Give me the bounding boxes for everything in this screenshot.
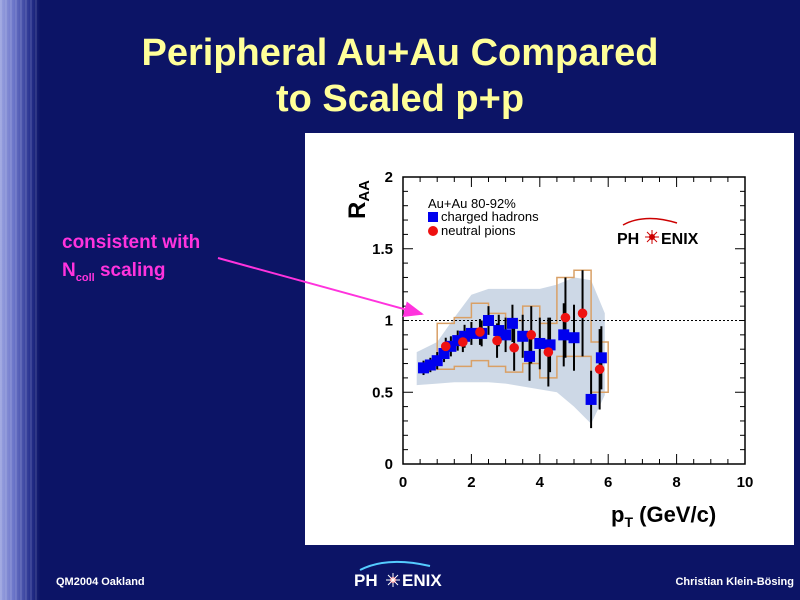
neutral-pion-point	[458, 337, 468, 347]
plot-panel: 0 2 4 6 8 10 0 0.5 1 1.5 2 RAA pT (GeV/c) Au+Au 8…	[305, 133, 794, 545]
x-tick-label: 2	[467, 474, 475, 491]
x-tick-label: 6	[604, 474, 612, 491]
charged-hadron-point	[418, 362, 430, 374]
charged-hadron-point	[445, 340, 457, 352]
charged-hadron-point	[452, 335, 464, 347]
neutral-pion-point	[440, 341, 451, 352]
charged-hadron-point	[568, 332, 580, 344]
y-tick-label: 1	[385, 313, 393, 330]
phenix-footer-logo: PH ENIX	[354, 560, 442, 590]
x-axis-label: pT (GeV/c)	[611, 502, 716, 530]
neutral-pion-point	[543, 347, 554, 357]
footer-star-icon	[386, 573, 400, 587]
legend-label-charged-hadrons: charged hadrons	[441, 209, 539, 224]
footer-logo-wing-icon	[359, 560, 431, 571]
x-tick-label: 4	[536, 474, 545, 491]
charged-hadron-point	[524, 350, 536, 362]
neutral-pion-point	[560, 312, 571, 323]
x-tick-label: 0	[399, 474, 407, 491]
annotation-callout: consistent with Ncoll scaling	[62, 229, 200, 292]
footer-author: Christian Klein-Bösing	[675, 576, 794, 588]
charged-hadron-point	[558, 329, 570, 341]
neutral-pion-point	[577, 308, 588, 319]
charged-hadron-point	[493, 325, 505, 337]
logo-right-text: ENIX	[661, 231, 699, 248]
phenix-logo-in-plot: PH ENIX	[617, 217, 699, 248]
logo-left-text: PH	[617, 231, 639, 248]
annotation-line-2: Ncoll scaling	[62, 260, 166, 284]
legend-circle-marker	[428, 226, 438, 236]
legend-label-neutral-pions: neutral pions	[441, 223, 516, 238]
side-stripe	[0, 0, 40, 600]
annotation-line-1: consistent with	[62, 232, 201, 253]
neutral-pion-point	[509, 342, 519, 353]
charged-hadron-point	[544, 339, 556, 351]
charged-hadron-point	[517, 330, 529, 342]
legend-square-marker	[428, 212, 438, 222]
charged-hadron-point	[595, 352, 607, 364]
charged-hadron-point	[483, 315, 494, 326]
footer-logo-left: PH	[354, 571, 378, 590]
slide-title: Peripheral Au+Au Compared to Scaled p+p	[40, 30, 760, 122]
neutral-pion-point	[526, 330, 537, 340]
charged-hadron-point	[534, 337, 546, 349]
raa-chart: 0 2 4 6 8 10 0 0.5 1 1.5 2 RAA pT (GeV/c) Au+Au 8…	[344, 169, 754, 530]
y-tick-label: 1.5	[372, 241, 393, 258]
y-tick-label: 2	[385, 169, 393, 186]
title-line-2: to Scaled p+p	[275, 78, 525, 120]
phoenix-star-icon	[645, 230, 659, 244]
y-tick-label: 0	[385, 456, 393, 473]
charged-hadron-point	[431, 355, 443, 367]
logo-wing-icon	[622, 217, 678, 226]
footer-logo-right: ENIX	[402, 571, 442, 590]
charged-hadron-point	[506, 317, 518, 329]
legend: Au+Au 80-92% charged hadrons neutral pio…	[428, 196, 539, 238]
legend-title: Au+Au 80-92%	[428, 196, 516, 211]
neutral-pion-point	[594, 364, 605, 375]
y-tick-label: 0.5	[372, 384, 393, 401]
y-axis-label: RAA	[344, 180, 373, 219]
charged-hadron-point	[438, 348, 450, 360]
charged-hadron-point	[585, 393, 597, 405]
charged-hadron-point	[459, 330, 471, 342]
title-line-1: Peripheral Au+Au Compared	[141, 32, 659, 74]
neutral-pion-point	[492, 335, 502, 346]
charged-hadron-point	[500, 329, 512, 341]
charged-hadron-point	[424, 359, 436, 371]
x-tick-label: 8	[672, 474, 680, 491]
charged-hadron-point	[465, 327, 477, 339]
neutral-pion-point	[475, 327, 485, 337]
footer-conference: QM2004 Oakland	[56, 576, 145, 588]
x-tick-label: 10	[737, 474, 754, 491]
neutral-pion-syst-outline	[436, 269, 609, 393]
